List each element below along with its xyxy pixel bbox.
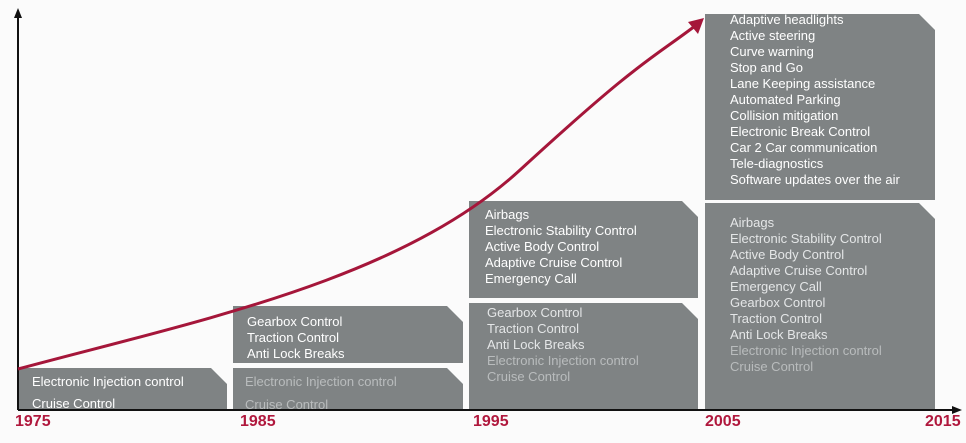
feature-item: Stop and Go [730,60,803,75]
feature-item: Gearbox Control [247,314,343,329]
feature-item: Automated Parking [730,92,841,107]
feature-item: Adaptive headlights [730,12,844,27]
feature-item: Lane Keeping assistance [730,76,876,91]
box-text: Gearbox Control Traction Control Anti Lock… [487,305,680,409]
feature-item: Tele-diagnostics [730,156,824,171]
feature-item: Anti Lock Breaks [247,346,345,361]
feature-item: Electronic Stability Control [730,231,882,246]
feature-item: Anti Lock Breaks [487,337,585,352]
feature-item: Traction Control [730,311,822,326]
box-text: Electronic Injection control Cruise Contr… [32,371,209,409]
feature-item: Airbags [485,207,530,222]
year-label: 1985 [240,413,276,430]
feature-item: Electronic Break Control [730,124,871,139]
feature-item: Traction Control [247,330,339,345]
feature-item: Active Body Control [730,247,845,262]
feature-item: Cruise Control [245,397,329,409]
boxes [18,14,935,409]
feature-item: Collision mitigation [730,108,839,123]
feature-item: Electronic Injection control [245,374,397,389]
growth-curve [17,24,696,371]
feature-item: Cruise Control [730,359,814,374]
growth-arrow [688,18,704,34]
year-label: 2015 [925,413,961,430]
feature-item: Adaptive Cruise Control [485,255,623,270]
y-axis-arrow [14,8,22,18]
feature-item: Emergency Call [485,271,577,286]
feature-box [233,306,463,363]
feature-item: Cruise Control [487,369,571,384]
feature-item: Airbags [730,215,775,230]
feature-item: Electronic Injection control [487,353,639,368]
feature-box [469,303,698,409]
box-text: Adaptive headlights Active steering Curve … [730,12,917,200]
feature-box [705,14,935,200]
feature-item: Active steering [730,28,816,43]
feature-box [18,368,227,409]
x-axis-arrow [952,406,962,414]
box-text: Airbags Electronic Stability Control Activ… [485,207,680,298]
feature-item: Curve warning [730,44,814,59]
feature-box [233,368,463,409]
year-label: 2005 [705,413,741,430]
feature-item: Electronic Stability Control [485,223,637,238]
box-text: Airbags Electronic Stability Control Activ… [730,215,917,409]
year-label: 1995 [473,413,509,430]
feature-item: Car 2 Car communication [730,140,878,155]
feature-item: Active Body Control [485,239,600,254]
feature-item: Electronic Injection control [730,343,882,358]
feature-box [705,203,935,409]
feature-item: Anti Lock Breaks [730,327,828,342]
feature-item: Traction Control [487,321,579,336]
feature-item: Gearbox Control [487,305,583,320]
year-label: 1975 [15,413,51,430]
feature-item: Adaptive Cruise Control [730,263,868,278]
box-text: Gearbox Control Traction Control Anti Lock… [247,314,445,363]
feature-item: Cruise Control [32,396,116,409]
feature-item: Gearbox Control [730,295,826,310]
feature-box [469,201,698,298]
box-text: Electronic Injection control Cruise Contr… [245,370,445,409]
feature-item: Software updates over the air [730,172,900,187]
feature-item: Electronic Injection control [32,374,184,389]
feature-item: Emergency Call [730,279,822,294]
